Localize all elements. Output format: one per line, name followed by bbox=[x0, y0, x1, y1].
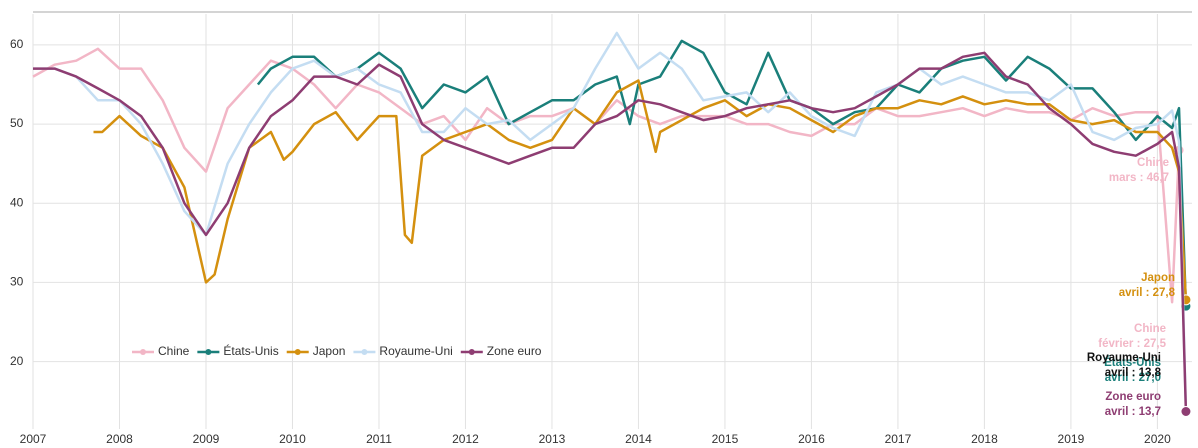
annotation: avril : 27,0 bbox=[1105, 372, 1161, 384]
annotation: États-Unis bbox=[1104, 356, 1161, 369]
annotation: Zone euro bbox=[1105, 391, 1161, 403]
annotation: Chine bbox=[1137, 157, 1169, 169]
x-tick-label: 2017 bbox=[885, 432, 912, 446]
legend-swatch-dot bbox=[294, 349, 301, 355]
legend-label: Zone euro bbox=[487, 344, 542, 358]
y-tick-label: 30 bbox=[10, 275, 24, 289]
legend-swatch-dot bbox=[468, 349, 475, 355]
y-tick-label: 50 bbox=[10, 116, 24, 130]
legend-swatch-dot bbox=[361, 349, 368, 355]
x-tick-label: 2012 bbox=[452, 432, 479, 446]
x-tick-label: 2015 bbox=[712, 432, 739, 446]
annotation: février : 27,5 bbox=[1098, 338, 1166, 350]
annotation: Royaume-Uni bbox=[1087, 352, 1161, 364]
annotation: avril : 13,7 bbox=[1105, 406, 1161, 418]
y-tick-label: 60 bbox=[10, 37, 24, 51]
annotation: avril : 13,8 bbox=[1105, 367, 1162, 379]
series-line bbox=[33, 31, 1188, 411]
legend-label: Royaume-Uni bbox=[379, 344, 452, 358]
x-tick-label: 2018 bbox=[971, 432, 998, 446]
x-tick-label: 2010 bbox=[279, 432, 306, 446]
end-point bbox=[1180, 405, 1192, 417]
x-tick-label: 2011 bbox=[366, 432, 392, 446]
legend-label: Chine bbox=[158, 344, 190, 358]
y-tick-label: 40 bbox=[10, 195, 24, 209]
x-tick-label: 2009 bbox=[193, 432, 220, 446]
series-line bbox=[93, 79, 1188, 300]
x-tick-label: 2013 bbox=[539, 432, 566, 446]
series-line bbox=[256, 39, 1188, 307]
series-line bbox=[32, 47, 1181, 304]
y-tick-label: 20 bbox=[10, 354, 24, 368]
x-tick-label: 2008 bbox=[106, 432, 133, 446]
annotation: Chine bbox=[1134, 323, 1166, 335]
legend-label: Japon bbox=[313, 344, 346, 358]
x-tick-label: 2019 bbox=[1058, 432, 1085, 446]
x-tick-label: 2014 bbox=[625, 432, 652, 446]
annotation: mars : 46,7 bbox=[1109, 172, 1169, 184]
x-tick-label: 2016 bbox=[798, 432, 825, 446]
annotation: Japon bbox=[1141, 272, 1175, 284]
annotation: avril : 27,8 bbox=[1119, 287, 1176, 299]
series-line bbox=[33, 51, 1188, 412]
x-tick-label: 2020 bbox=[1144, 432, 1171, 446]
legend-label: États-Unis bbox=[223, 343, 278, 358]
legend-swatch-dot bbox=[205, 349, 212, 355]
x-tick-label: 2007 bbox=[20, 432, 47, 446]
legend-swatch-dot bbox=[140, 349, 146, 355]
